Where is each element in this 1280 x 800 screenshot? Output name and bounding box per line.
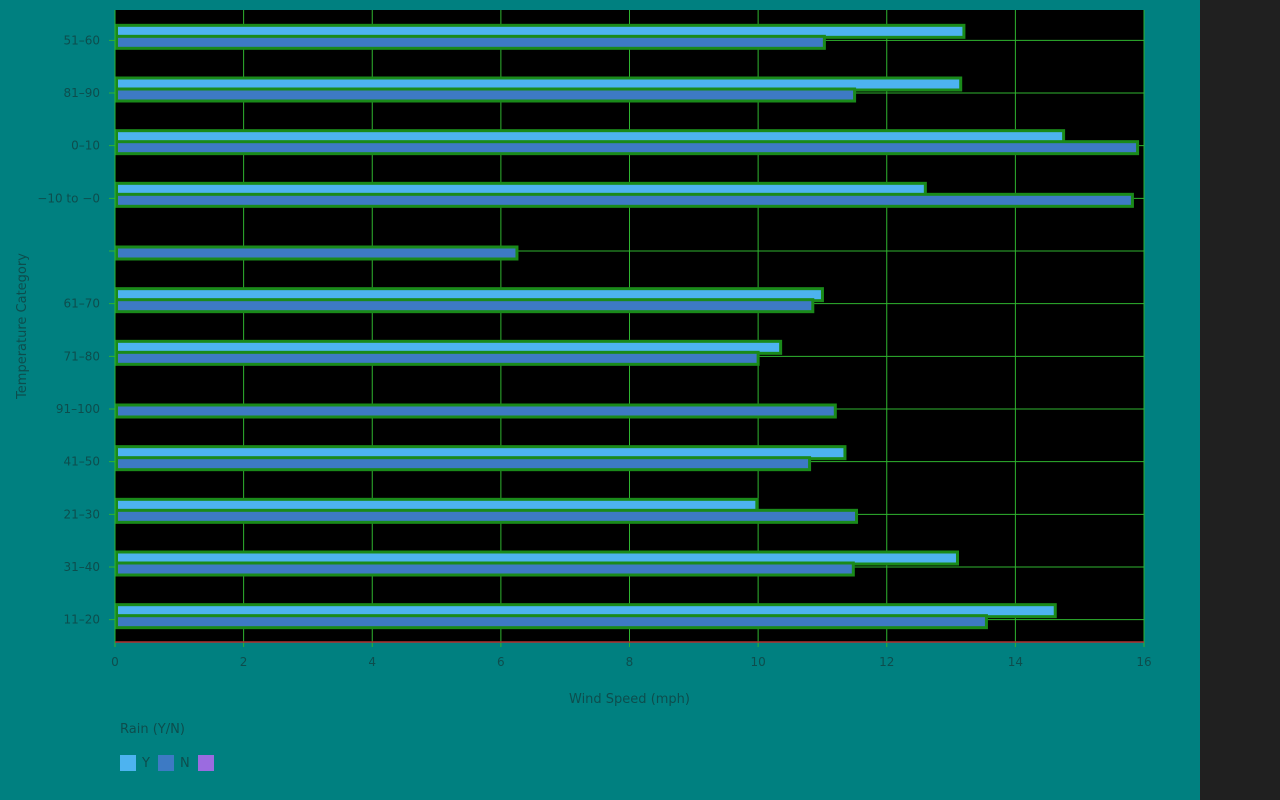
right-margin-strip (1200, 0, 1280, 800)
x-tick-label: 12 (879, 655, 894, 669)
legend-item[interactable] (198, 755, 214, 771)
y-tick-label: 21–30 (63, 507, 100, 521)
legend-label: Y (142, 756, 150, 771)
y-tick-label: 11–20 (63, 613, 100, 627)
x-tick-label: 14 (1008, 655, 1023, 669)
bar-n (117, 142, 1138, 154)
bar-n (117, 300, 813, 312)
legend-title: Rain (Y/N) (120, 722, 214, 737)
bar-n (117, 458, 810, 470)
legend-item[interactable]: Y (120, 755, 150, 771)
x-tick-label: 10 (750, 655, 765, 669)
bar-n (117, 89, 855, 101)
y-tick-label: 31–40 (63, 560, 100, 574)
legend-label: N (180, 756, 190, 771)
bar-n (117, 563, 854, 575)
bar-n (117, 616, 987, 628)
y-tick-label: 41–50 (63, 455, 100, 469)
x-axis-title: Wind Speed (mph) (569, 692, 690, 707)
x-tick-label: 4 (368, 655, 376, 669)
x-tick-label: 0 (111, 655, 119, 669)
bar-n (117, 194, 1133, 206)
y-tick-label: 0–10 (71, 139, 100, 153)
bar-n (117, 405, 836, 417)
y-tick-label: 91–100 (56, 402, 100, 416)
y-tick-label: 51–60 (63, 33, 100, 47)
bar-chart: 0 2 4 6 8 10 12 14 16 51–60 81–90 0–10 −10 to −0 61–7… (0, 0, 1200, 800)
x-tick-label: 6 (497, 655, 505, 669)
bar-n (117, 510, 857, 522)
legend-item[interactable]: N (158, 755, 190, 771)
y-tick-label: −10 to −0 (37, 191, 100, 205)
y-axis-title: Temperature Category (15, 253, 30, 400)
x-tick-label: 2 (240, 655, 248, 669)
y-tick-label: 71–80 (63, 349, 100, 363)
legend-swatch (198, 755, 214, 771)
x-tick-label: 8 (626, 655, 634, 669)
legend-swatch (158, 755, 174, 771)
chart-panel: 0 2 4 6 8 10 12 14 16 51–60 81–90 0–10 −10 to −0 61–7… (0, 0, 1200, 800)
y-tick-label: 81–90 (63, 86, 100, 100)
x-tick-label: 16 (1136, 655, 1151, 669)
bar-n (117, 352, 759, 364)
legend-swatch (120, 755, 136, 771)
bar-n (117, 36, 825, 48)
bar-n (117, 247, 517, 259)
y-tick-label: 61–70 (63, 297, 100, 311)
